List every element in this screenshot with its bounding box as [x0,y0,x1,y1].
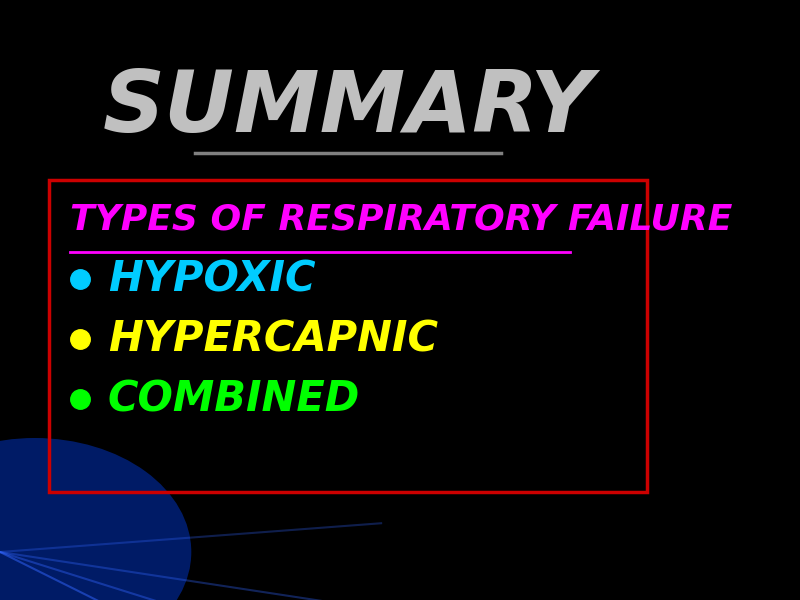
Text: HYPOXIC: HYPOXIC [108,258,315,300]
Text: HYPERCAPNIC: HYPERCAPNIC [108,318,438,360]
Ellipse shape [0,438,191,600]
Text: SUMMARY: SUMMARY [102,67,594,149]
Text: COMBINED: COMBINED [108,378,360,420]
Text: TYPES OF RESPIRATORY FAILURE: TYPES OF RESPIRATORY FAILURE [70,202,732,236]
